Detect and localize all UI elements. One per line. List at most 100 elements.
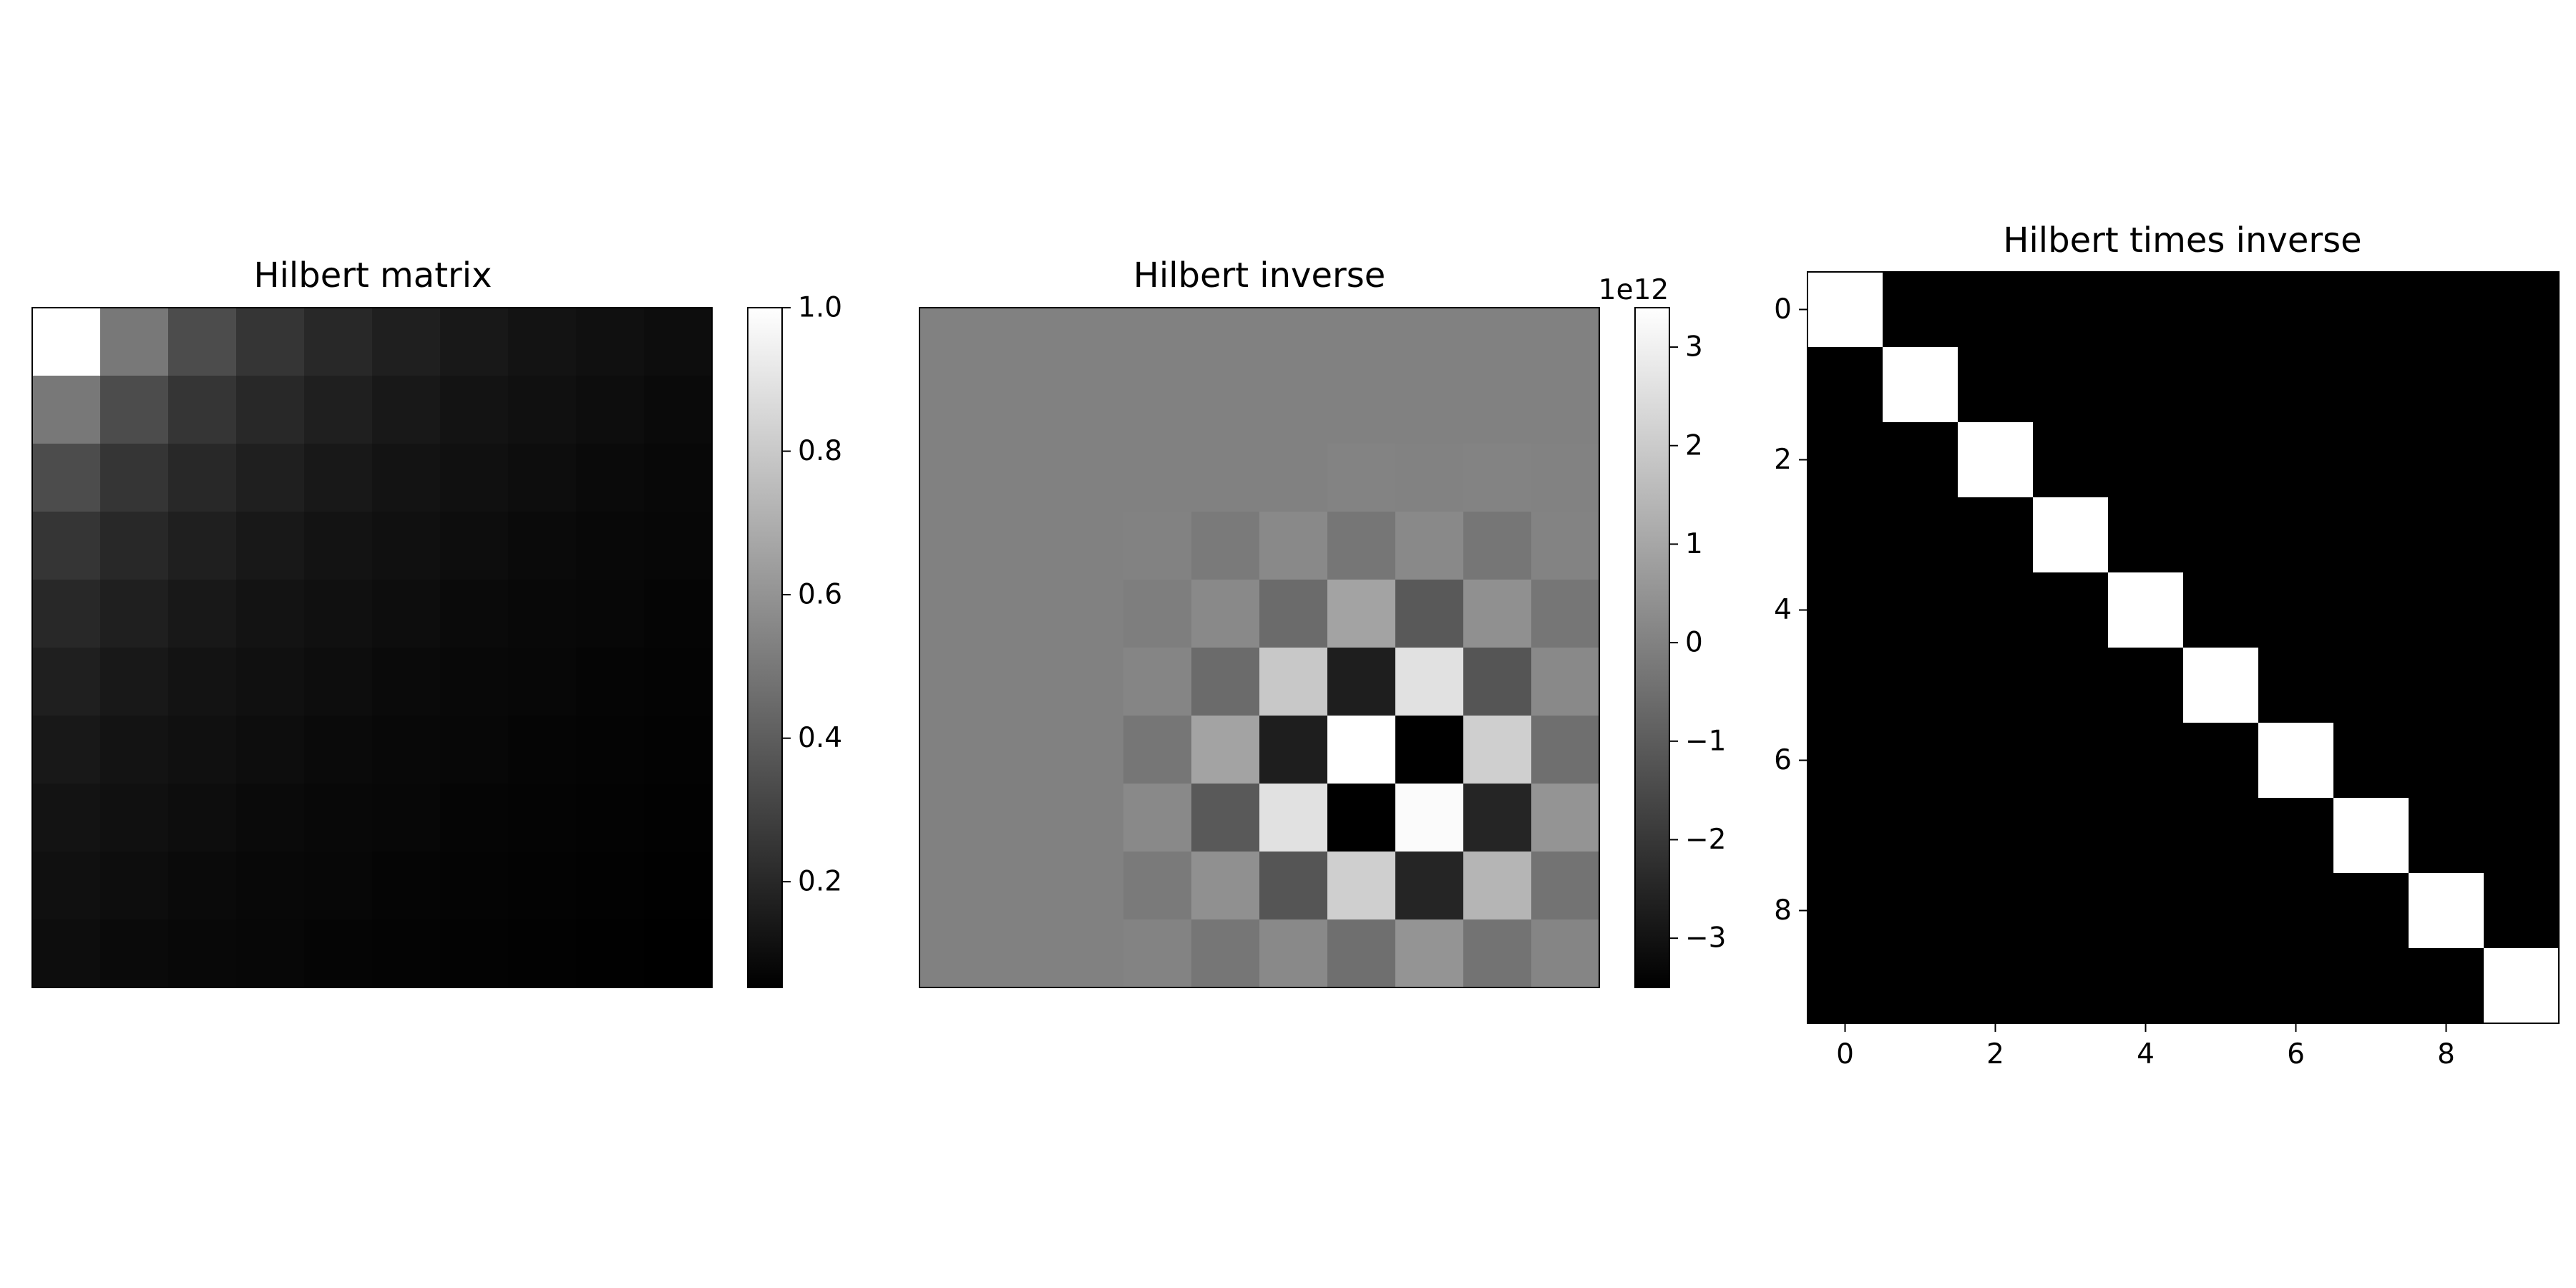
panel-title-hilbert-times-inverse: Hilbert times inverse — [2003, 220, 2361, 260]
heatmap-cell — [236, 580, 305, 648]
heatmap-cell — [100, 308, 169, 376]
heatmap-cell — [236, 852, 305, 920]
heatmap-cell — [987, 512, 1056, 580]
heatmap-cell — [1531, 308, 1600, 376]
heatmap-cell — [304, 580, 373, 648]
heatmap-cell — [372, 852, 441, 920]
heatmap-cell — [1807, 948, 1883, 1024]
heatmap-cell — [2484, 873, 2560, 949]
heatmap-cell — [372, 716, 441, 784]
heatmap-cell — [2183, 873, 2259, 949]
heatmap-cell — [2484, 572, 2560, 648]
heatmap-cell — [2108, 422, 2184, 498]
heatmap-cell — [1055, 308, 1124, 376]
heatmap-cell — [2333, 798, 2409, 874]
heatmap-cell — [576, 308, 645, 376]
heatmap-cell — [168, 716, 237, 784]
heatmap-cell — [576, 716, 645, 784]
heatmap-cell — [2484, 272, 2560, 348]
heatmap-cell — [372, 512, 441, 580]
heatmap-cell — [1259, 784, 1328, 852]
heatmap-cell — [2108, 272, 2184, 348]
heatmap-cell — [1123, 919, 1192, 988]
heatmap-cell — [304, 852, 373, 920]
heatmap-cell — [1055, 852, 1124, 920]
heatmap-cell — [1191, 308, 1260, 376]
heatmap-cell — [100, 648, 169, 716]
heatmap-cell — [440, 919, 509, 988]
heatmap-cell — [1327, 648, 1396, 716]
heatmap-cell — [2484, 422, 2560, 498]
heatmap-cell — [2333, 347, 2409, 423]
heatmap-cell — [644, 716, 713, 784]
heatmap-cell — [1055, 648, 1124, 716]
heatmap-cell — [508, 919, 577, 988]
heatmap-cell — [2183, 723, 2259, 799]
heatmap-cell — [168, 852, 237, 920]
heatmap-cell — [1531, 716, 1600, 784]
heatmap-cell — [1807, 873, 1883, 949]
colorbar-tick-label: 3 — [1685, 331, 1703, 364]
colorbar-tick-label: 0.2 — [798, 866, 842, 898]
heatmap-cell — [1395, 512, 1464, 580]
heatmap-cell — [1531, 376, 1600, 444]
colorbar-tick-label: 2 — [1685, 429, 1703, 462]
heatmap-cell — [1123, 512, 1192, 580]
heatmap-cell — [1463, 308, 1532, 376]
heatmap-cell — [1327, 580, 1396, 648]
heatmap-cell — [100, 512, 169, 580]
heatmap-cell — [1807, 497, 1883, 573]
heatmap-cell — [508, 308, 577, 376]
heatmap-cell — [1259, 919, 1328, 988]
heatmap-cell — [2409, 798, 2484, 874]
heatmap-cell — [2333, 873, 2409, 949]
heatmap-cell — [987, 648, 1056, 716]
heatmap-cell — [1055, 512, 1124, 580]
heatmap-cell — [1123, 784, 1192, 852]
heatmap-cell — [1123, 580, 1192, 648]
heatmap-cell — [2033, 347, 2109, 423]
heatmap-cell — [644, 580, 713, 648]
heatmap-cell — [2484, 648, 2560, 723]
heatmap-cell — [576, 648, 645, 716]
heatmap-cell — [987, 376, 1056, 444]
heatmap-cell — [2409, 422, 2484, 498]
heatmap-cell — [2183, 497, 2259, 573]
heatmap-cell — [440, 444, 509, 512]
heatmap-cell — [440, 376, 509, 444]
heatmap-frame — [1807, 271, 2560, 1024]
heatmap-cell — [32, 308, 101, 376]
heatmap-cell — [100, 376, 169, 444]
heatmap-cell — [1463, 648, 1532, 716]
heatmap-cell — [1395, 580, 1464, 648]
heatmap-cell — [1055, 444, 1124, 512]
heatmap-cell — [987, 716, 1056, 784]
heatmap-cell — [1883, 798, 1958, 874]
heatmap-cell — [236, 784, 305, 852]
heatmap-frame — [919, 307, 1600, 988]
heatmap-cell — [644, 444, 713, 512]
heatmap-cell — [168, 308, 237, 376]
heatmap-cell — [32, 580, 101, 648]
heatmap-cell — [168, 784, 237, 852]
heatmap-cell — [2484, 948, 2560, 1024]
heatmap-cell — [32, 716, 101, 784]
heatmap-cell — [2183, 422, 2259, 498]
heatmap-cell — [372, 308, 441, 376]
heatmap-cell — [1191, 919, 1260, 988]
heatmap-cell — [508, 512, 577, 580]
heatmap-cell — [1463, 580, 1532, 648]
heatmap-cell — [1958, 497, 2034, 573]
heatmap-cell — [1463, 376, 1532, 444]
heatmap-cell — [1395, 444, 1464, 512]
heatmap-cell — [2108, 798, 2184, 874]
heatmap-cell — [1807, 572, 1883, 648]
heatmap-cell — [1463, 784, 1532, 852]
heatmap-cell — [644, 512, 713, 580]
heatmap-cell — [1531, 784, 1600, 852]
heatmap-cell — [2333, 723, 2409, 799]
heatmap-cell — [987, 919, 1056, 988]
heatmap-cell — [1191, 716, 1260, 784]
heatmap-cell — [1531, 512, 1600, 580]
